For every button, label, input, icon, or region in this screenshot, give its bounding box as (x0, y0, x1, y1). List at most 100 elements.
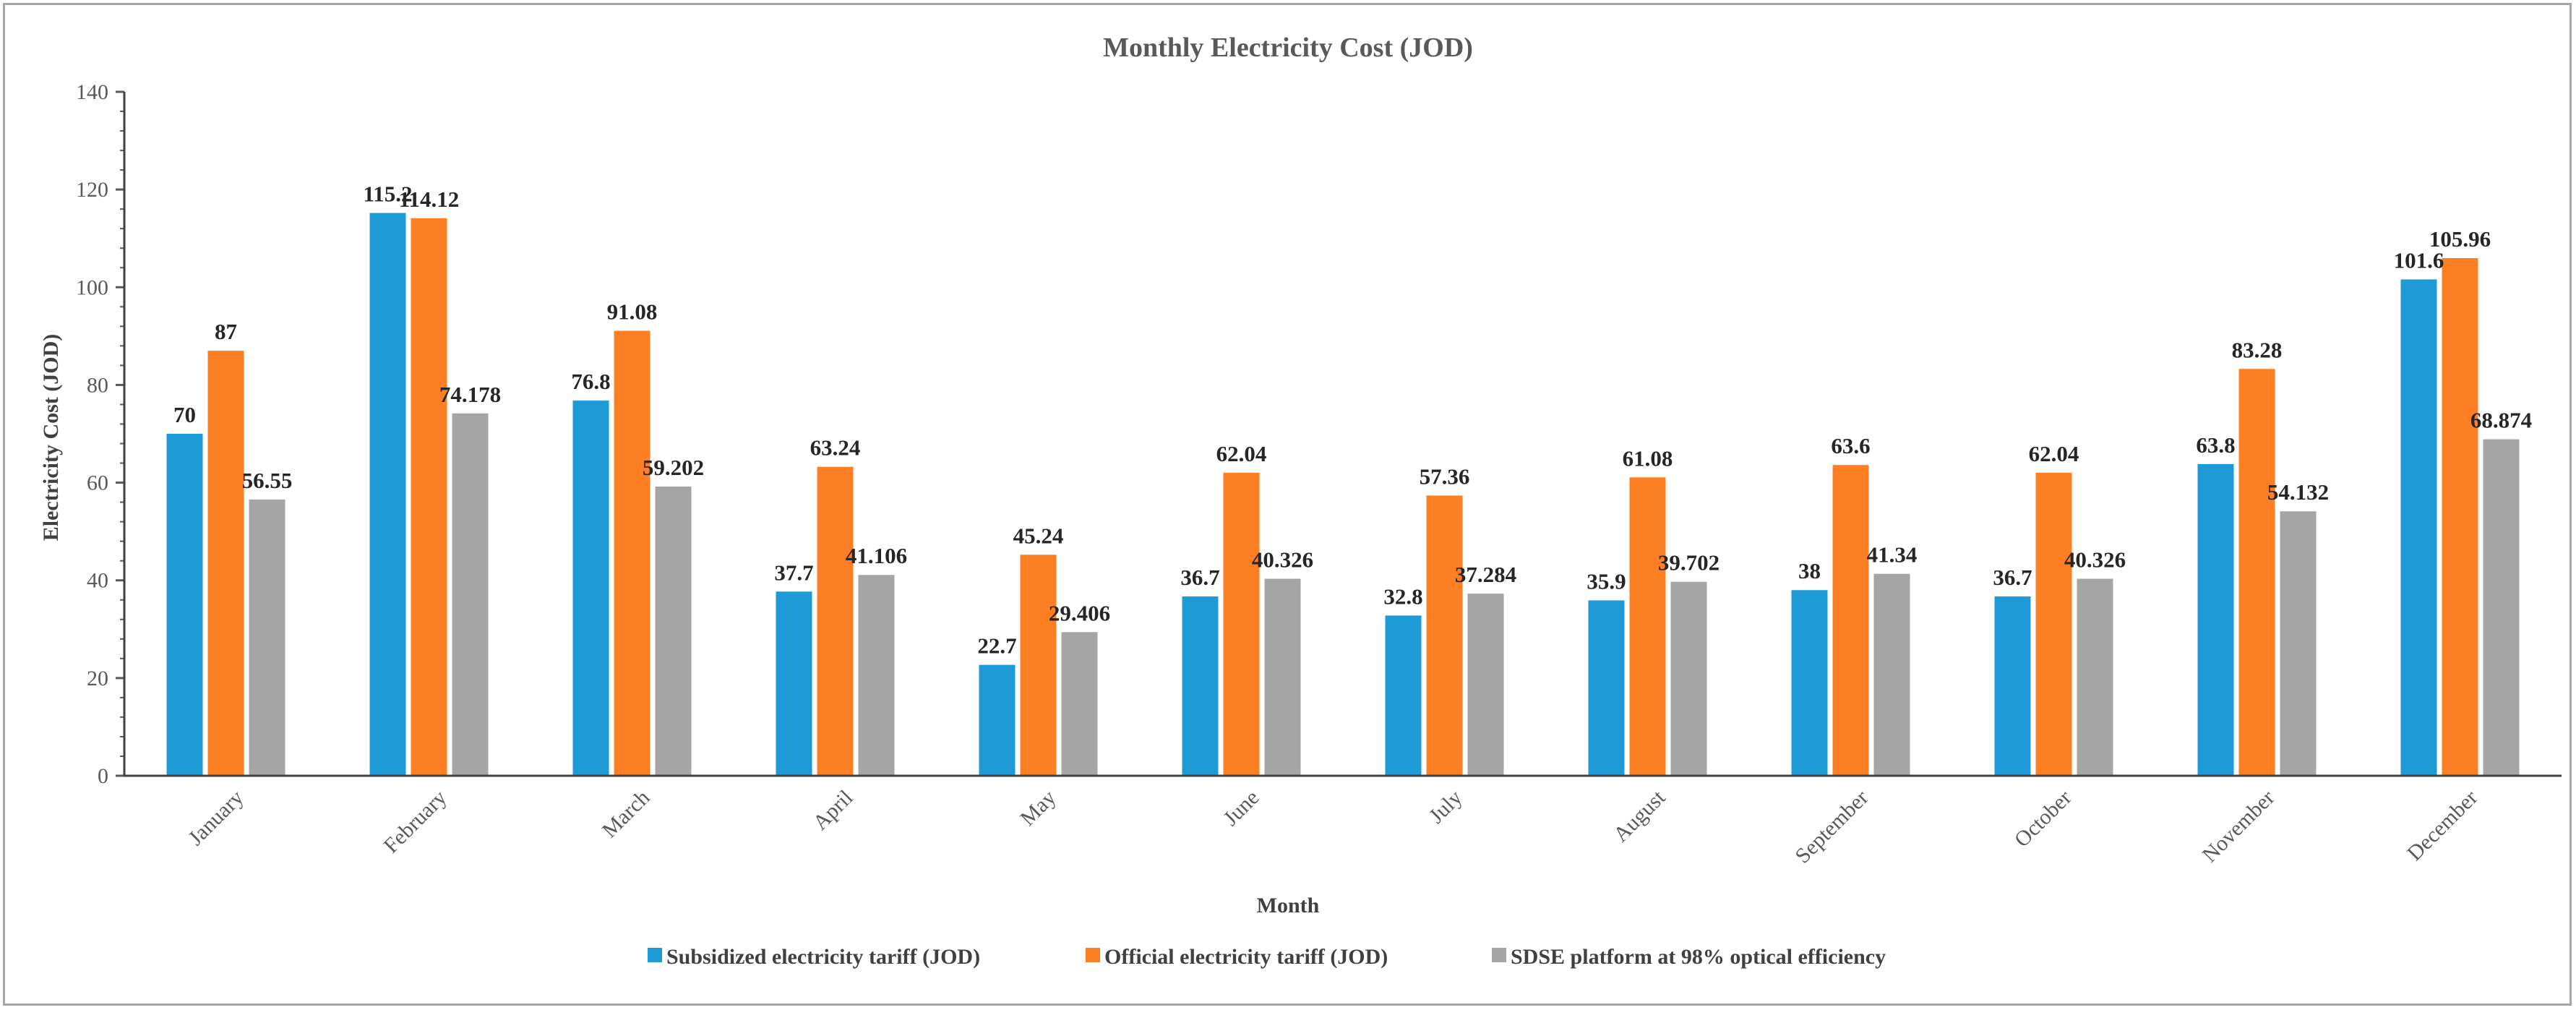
x-tick-label-april: April (808, 786, 857, 835)
x-tick-label-may: May (1016, 786, 1060, 831)
data-label: 39.702 (1658, 550, 1720, 575)
y-tick-label: 40 (87, 569, 108, 593)
x-tick-label-july: July (1425, 786, 1467, 829)
bar-february-series-3 (452, 413, 489, 776)
data-label: 83.28 (2232, 337, 2283, 362)
legend-label: Subsidized electricity tariff (JOD) (666, 945, 980, 969)
data-label: 54.132 (2267, 479, 2329, 505)
legend-label: SDSE platform at 98% optical efficiency (1511, 945, 1886, 969)
chart-title: Monthly Electricity Cost (JOD) (1103, 33, 1473, 63)
bar-january-series-1 (166, 434, 203, 776)
bar-august-series-3 (1670, 581, 1707, 776)
bar-may-series-3 (1061, 632, 1098, 776)
bar-series-group (166, 213, 2520, 776)
bar-march-series-1 (572, 401, 609, 776)
data-label: 76.8 (571, 369, 610, 394)
bar-april-series-2 (817, 466, 854, 776)
bar-october-series-2 (2035, 472, 2072, 776)
x-tick-label-march: March (598, 786, 655, 843)
data-label: 45.24 (1013, 523, 1064, 548)
legend: Subsidized electricity tariff (JOD) Offic… (648, 945, 1886, 969)
data-label: 63.8 (2196, 432, 2235, 458)
data-label: 91.08 (607, 299, 658, 325)
data-label: 29.406 (1049, 600, 1110, 625)
x-tick-label-january: January (184, 786, 248, 850)
data-label: 37.7 (774, 560, 813, 585)
data-label: 70 (173, 402, 196, 427)
y-tick-label: 0 (98, 764, 108, 788)
axis-lines (123, 92, 2562, 777)
bar-september-series-1 (1791, 590, 1828, 776)
y-tick-label: 60 (87, 471, 108, 495)
bar-january-series-3 (249, 499, 285, 776)
x-axis: January February March April May June July Augu… (184, 785, 2482, 868)
bar-march-series-2 (614, 330, 651, 776)
data-label: 62.04 (1216, 441, 1267, 466)
data-label: 114.12 (399, 187, 460, 212)
x-tick-label-november: November (2198, 786, 2280, 868)
bar-july-series-3 (1467, 594, 1504, 776)
data-label: 36.7 (1993, 565, 2032, 590)
data-label: 62.04 (2029, 441, 2079, 466)
data-label: 40.326 (1252, 547, 1313, 573)
x-axis-title: Month (1257, 894, 1320, 917)
y-tick-label: 20 (87, 667, 108, 690)
data-label: 37.284 (1455, 562, 1516, 587)
data-label: 56.55 (242, 468, 293, 493)
data-label: 57.36 (1420, 463, 1470, 489)
bar-november-series-3 (2280, 511, 2317, 776)
bar-december-series-3 (2483, 439, 2520, 776)
x-tick-label-february: February (379, 786, 452, 858)
x-tick-label-august: August (1609, 785, 1670, 847)
data-label: 59.202 (643, 455, 704, 480)
bar-may-series-2 (1020, 555, 1057, 776)
x-tick-label-december: December (2403, 786, 2482, 865)
legend-swatch (648, 948, 662, 962)
bar-february-series-2 (411, 218, 447, 776)
data-label: 101.6 (2394, 247, 2444, 273)
data-label: 74.178 (439, 382, 501, 407)
bar-september-series-3 (1873, 573, 1910, 776)
bar-march-series-3 (655, 486, 692, 776)
data-label: 41.34 (1867, 542, 1918, 568)
bar-april-series-1 (776, 591, 812, 776)
bar-august-series-2 (1629, 477, 1666, 776)
legend-swatch (1086, 948, 1100, 962)
bar-april-series-3 (858, 575, 895, 776)
bar-july-series-2 (1426, 495, 1463, 776)
y-tick-label: 100 (76, 275, 108, 299)
x-tick-label-september: September (1790, 786, 1873, 868)
bar-september-series-2 (1832, 465, 1869, 776)
bar-june-series-1 (1182, 596, 1219, 776)
data-label: 61.08 (1623, 445, 1673, 471)
bar-august-series-1 (1588, 600, 1625, 776)
y-axis: 0 20 40 60 80 100 120 140 (76, 80, 124, 788)
x-tick-label-october: October (2010, 786, 2077, 852)
data-label: 32.8 (1383, 583, 1422, 609)
data-label: 22.7 (977, 633, 1016, 659)
data-label: 63.6 (1831, 433, 1870, 458)
bar-october-series-1 (1994, 596, 2031, 776)
data-label: 87 (215, 319, 237, 344)
x-tick-label-june: June (1219, 786, 1263, 831)
data-label: 38 (1798, 558, 1821, 583)
bar-february-series-1 (369, 213, 406, 776)
data-label: 63.24 (810, 435, 861, 461)
y-axis-title: Electricity Cost (JOD) (39, 334, 63, 542)
data-label: 105.96 (2429, 226, 2491, 252)
bar-november-series-1 (2197, 463, 2234, 776)
bar-july-series-1 (1385, 615, 1422, 776)
bar-june-series-3 (1264, 578, 1301, 776)
y-tick-label: 140 (76, 80, 108, 104)
bar-may-series-1 (979, 664, 1016, 776)
data-label: 41.106 (846, 543, 907, 568)
data-label: 36.7 (1180, 565, 1219, 590)
legend-swatch (1492, 948, 1506, 962)
data-label: 68.874 (2470, 408, 2532, 433)
y-tick-label: 80 (87, 373, 108, 397)
bar-june-series-2 (1223, 472, 1260, 776)
data-label: 35.9 (1587, 568, 1626, 594)
y-tick-label: 120 (76, 178, 108, 202)
